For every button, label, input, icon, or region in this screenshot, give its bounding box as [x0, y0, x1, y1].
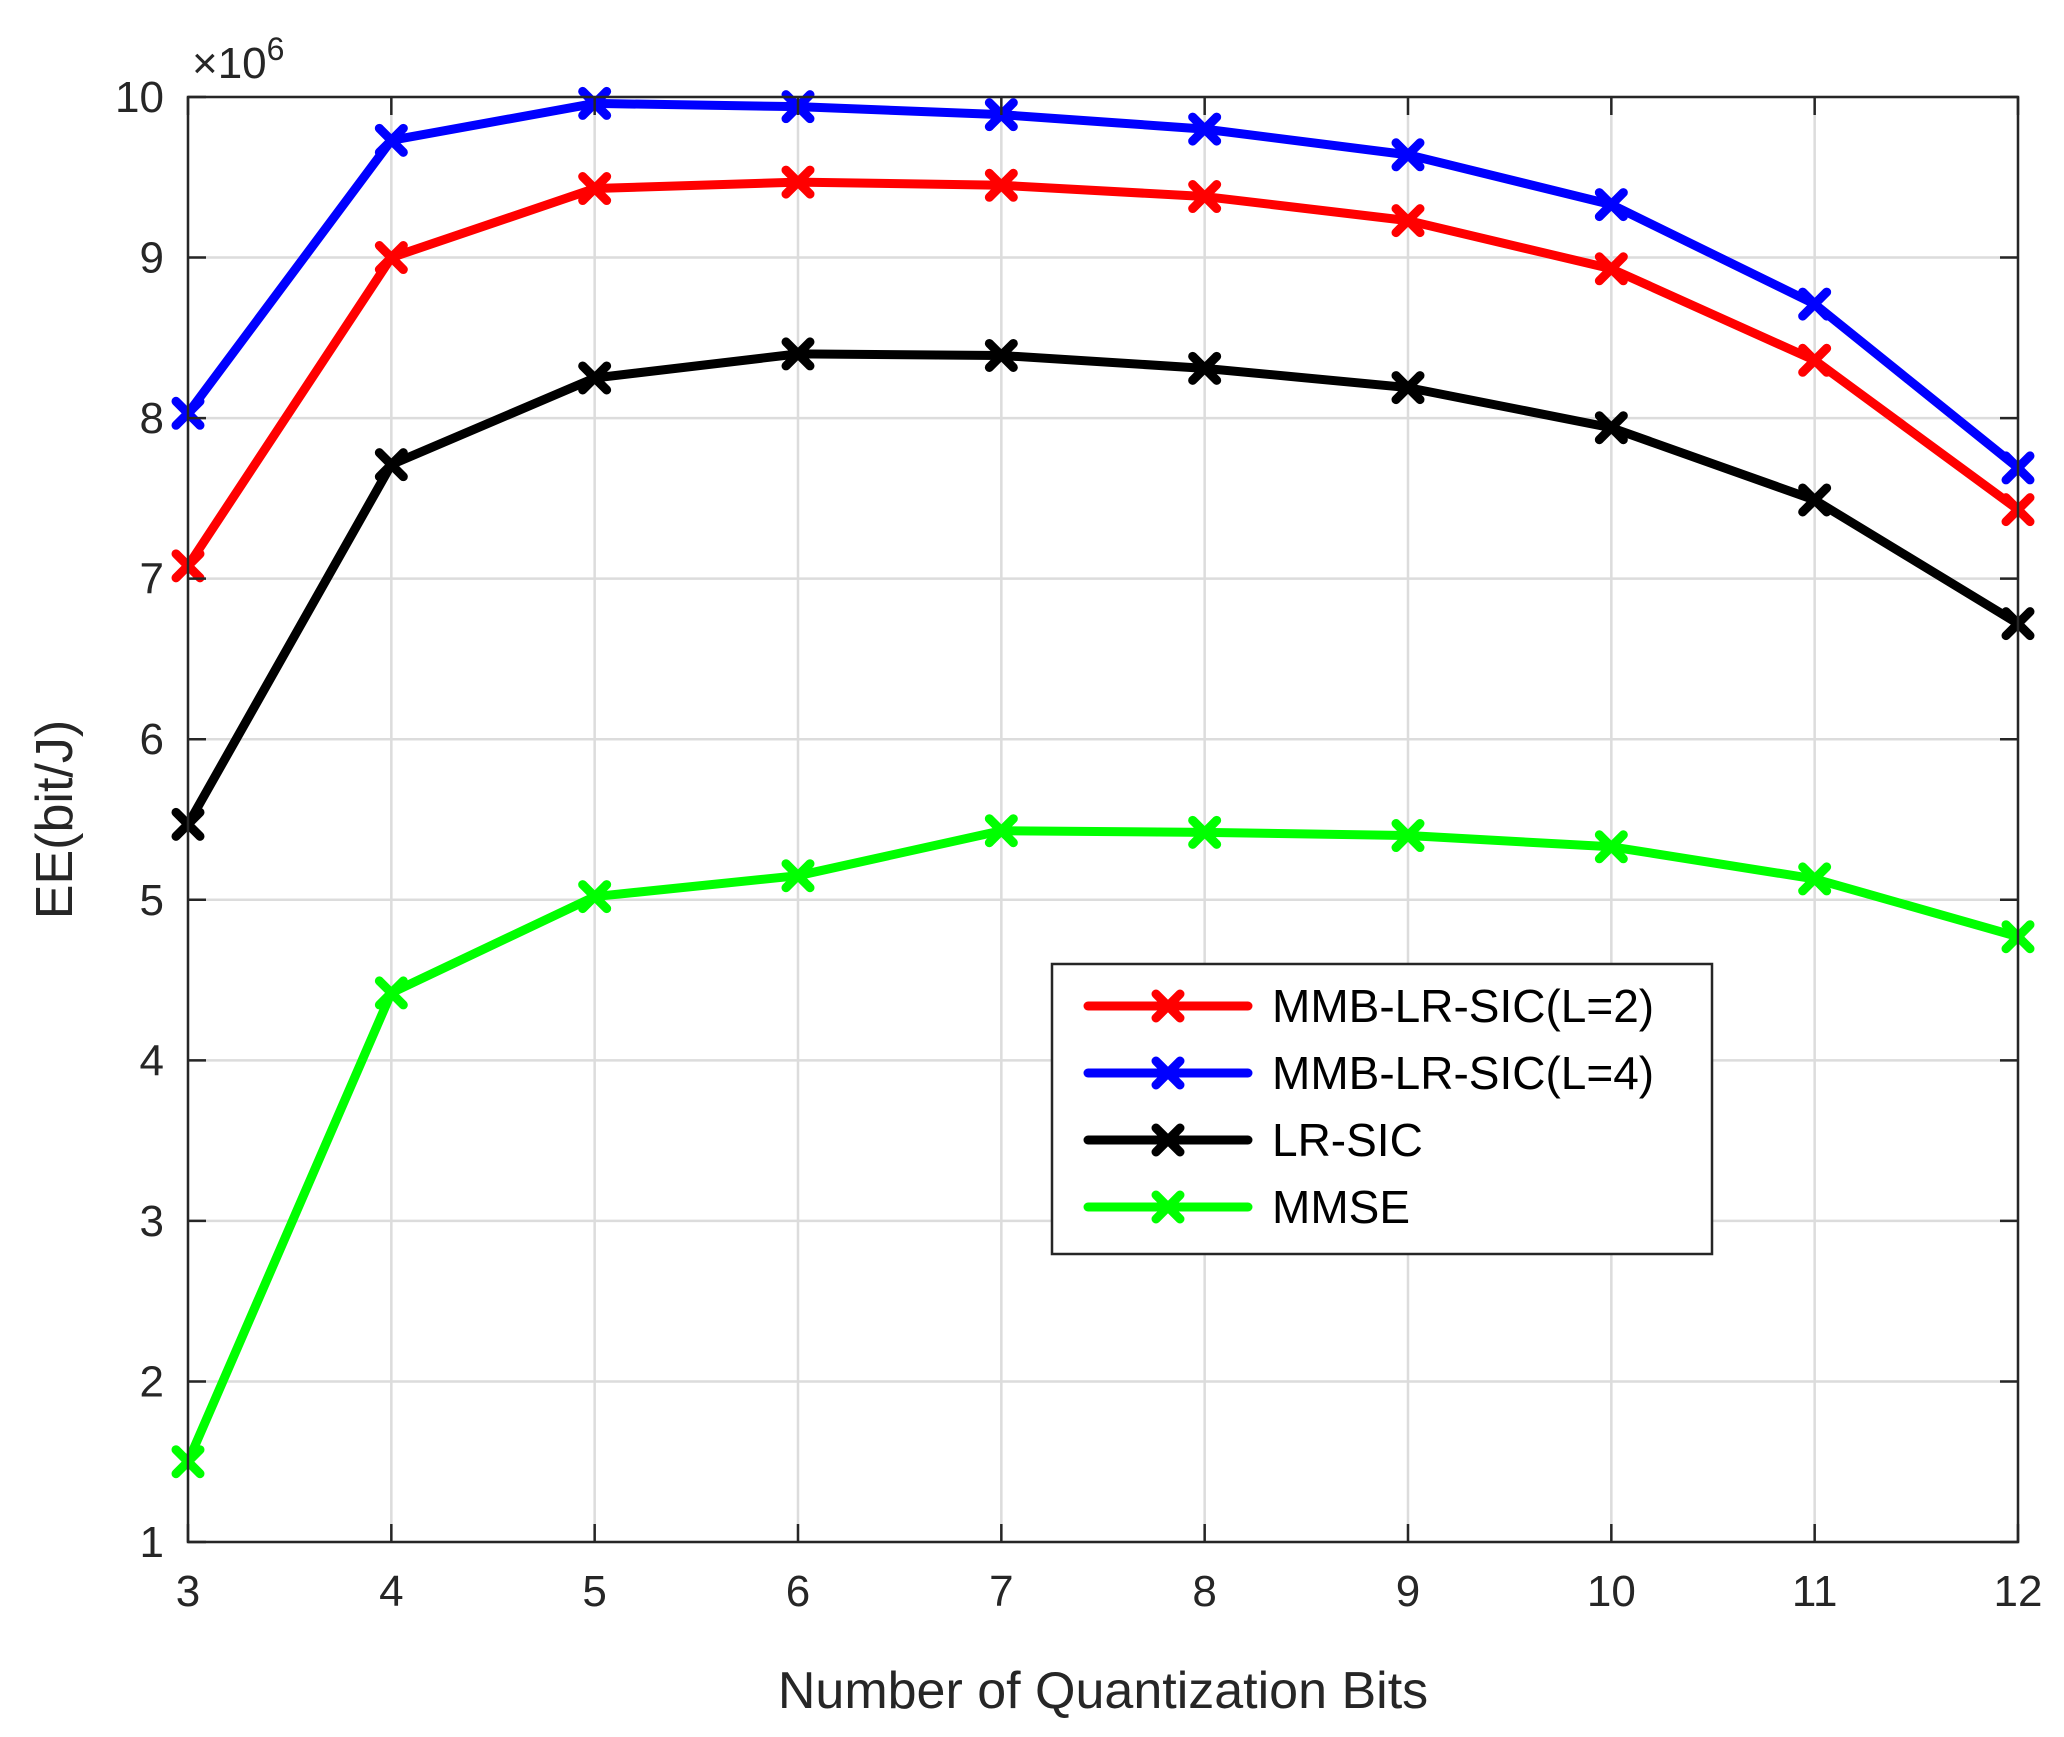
data-point [1798, 287, 1832, 321]
data-point [781, 337, 815, 371]
legend-label: MMSE [1272, 1181, 1410, 1233]
data-point [984, 168, 1018, 202]
x-tick-label: 6 [786, 1567, 810, 1616]
x-tick-label: 12 [1994, 1567, 2043, 1616]
legend-swatch-marker [1151, 1190, 1185, 1224]
y-tick-label: 5 [140, 876, 164, 925]
y-multiplier-exponent: 6 [267, 31, 285, 67]
x-tick-label: 8 [1192, 1567, 1216, 1616]
series-line [183, 98, 2023, 473]
x-tick-label: 3 [176, 1567, 200, 1616]
legend-label: MMB-LR-SIC(L=2) [1272, 980, 1654, 1032]
legend-item: MMB-LR-SIC(L=2) [1083, 980, 1654, 1032]
data-point [374, 123, 408, 157]
data-point [984, 338, 1018, 372]
y-tick-label: 6 [140, 715, 164, 764]
y-tick-label: 7 [140, 555, 164, 604]
data-point [984, 814, 1018, 848]
x-axis-title: Number of Quantization Bits [778, 1662, 1428, 1720]
series-group [171, 86, 2035, 1479]
x-tick-label: 5 [582, 1567, 606, 1616]
data-point [1188, 815, 1222, 849]
x-tick-label: 4 [379, 1567, 403, 1616]
legend-item: MMB-LR-SIC(L=4) [1083, 1047, 1654, 1099]
data-point [1188, 351, 1222, 385]
x-tick-label: 11 [1792, 1567, 1838, 1616]
legend-swatch-marker [1151, 989, 1185, 1023]
data-point [1594, 411, 1628, 445]
data-point [1798, 483, 1832, 517]
legend-label: LR-SIC [1272, 1114, 1423, 1166]
y-tick-label: 2 [140, 1357, 164, 1406]
data-point [1391, 819, 1425, 853]
y-tick-label: 4 [140, 1036, 164, 1085]
y-axis-title: EE(bit/J) [26, 720, 84, 919]
y-tick-label: 9 [140, 234, 164, 283]
x-tick-label: 9 [1396, 1567, 1420, 1616]
data-point [1391, 138, 1425, 172]
series-line [183, 826, 2023, 1467]
data-point [374, 448, 408, 482]
data-point [1188, 112, 1222, 146]
axes-box [186, 95, 2020, 1544]
y-tick-label: 3 [140, 1197, 164, 1246]
y-tick-label: 8 [140, 394, 164, 443]
series-line [183, 349, 2023, 829]
y-multiplier-base: ×10 [192, 39, 267, 88]
data-point [1391, 371, 1425, 405]
legend-item: MMSE [1083, 1181, 1410, 1233]
x-tick-label: 7 [989, 1567, 1013, 1616]
legend-item: LR-SIC [1083, 1114, 1423, 1166]
legend-label: MMB-LR-SIC(L=4) [1272, 1047, 1654, 1099]
legend-swatch-marker [1151, 1123, 1185, 1157]
data-point [781, 165, 815, 199]
y-multiplier: ×106 [192, 31, 284, 88]
data-point [374, 976, 408, 1010]
y-tick-label: 1 [140, 1518, 164, 1567]
plot-area [188, 97, 2018, 1542]
data-point [781, 859, 815, 893]
x-tick-label: 10 [1587, 1567, 1636, 1616]
data-point [1594, 252, 1628, 286]
y-tick-label: 10 [115, 73, 164, 122]
data-point [578, 880, 612, 914]
series-2 [171, 337, 2035, 841]
data-point [1391, 204, 1425, 238]
series-line [183, 177, 2023, 571]
data-point [578, 172, 612, 206]
data-point [578, 361, 612, 395]
data-point [1594, 188, 1628, 222]
data-point [1798, 862, 1832, 896]
legend: MMB-LR-SIC(L=2) MMB-LR-SIC(L=4) LR-SIC MMSE [1050, 962, 1714, 1256]
data-point [1594, 830, 1628, 864]
data-point [1798, 343, 1832, 377]
legend-swatch-marker [1151, 1056, 1185, 1090]
data-point [374, 241, 408, 275]
data-point [1188, 180, 1222, 214]
